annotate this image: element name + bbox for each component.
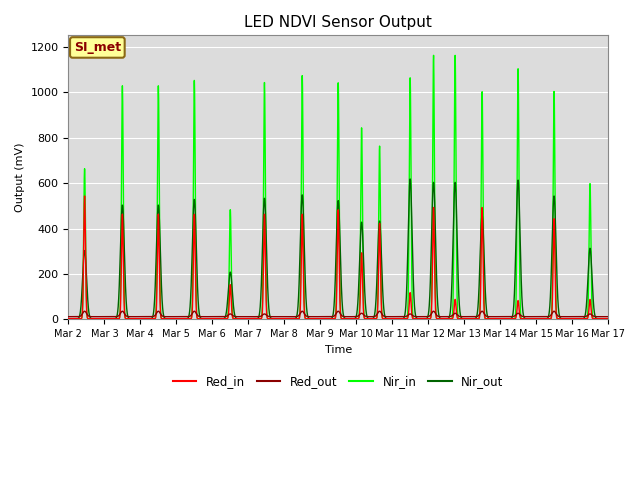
Red_out [65,314,72,320]
Nir_out [406,176,414,182]
Red_out [163,314,170,320]
Red_in [65,316,72,322]
Nir_in [415,316,423,322]
Text: SI_met: SI_met [74,41,121,54]
Nir_in [508,316,516,322]
Nir_in [271,316,278,322]
X-axis label: Time: Time [324,345,352,355]
Nir_out [163,316,170,322]
Red_in [415,316,423,322]
Nir_out [467,316,475,322]
Nir_in [388,316,396,322]
Red_in [81,193,88,199]
Red_out [416,314,424,320]
Nir_out [508,314,516,320]
Red_in [271,316,278,322]
Red_in [508,316,516,322]
Red_out [508,314,516,320]
Red_in [163,316,170,322]
Nir_out [604,316,612,322]
Nir_out [416,316,424,322]
Red_in [467,316,475,322]
Red_out [271,314,278,320]
Red_out [81,308,88,314]
Nir_out [388,316,396,322]
Red_out [388,314,396,320]
Y-axis label: Output (mV): Output (mV) [15,143,25,212]
Red_out [467,314,475,320]
Nir_out [271,316,278,322]
Line: Red_out: Red_out [68,311,608,317]
Line: Nir_out: Nir_out [68,179,608,319]
Nir_in [467,316,475,322]
Nir_in [429,52,437,58]
Nir_in [65,316,72,322]
Nir_out [65,316,72,322]
Line: Nir_in: Nir_in [68,55,608,319]
Red_in [604,316,612,322]
Red_out [98,314,106,320]
Title: LED NDVI Sensor Output: LED NDVI Sensor Output [244,15,432,30]
Nir_in [163,316,170,322]
Nir_out [99,316,107,322]
Nir_in [604,316,612,322]
Red_in [388,316,396,322]
Line: Red_in: Red_in [68,196,608,319]
Red_out [604,314,612,320]
Legend: Red_in, Red_out, Nir_in, Nir_out: Red_in, Red_out, Nir_in, Nir_out [168,371,508,393]
